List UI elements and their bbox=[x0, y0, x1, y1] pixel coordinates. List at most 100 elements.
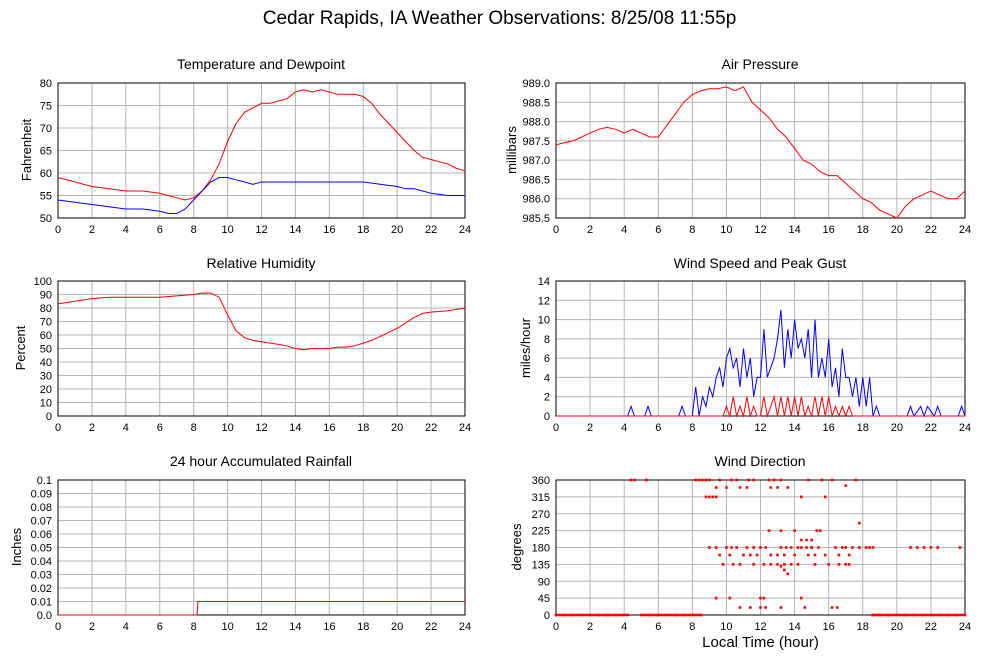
scatter-point bbox=[936, 546, 940, 549]
x-tick-label: 12 bbox=[754, 422, 766, 434]
y-tick-label: 50 bbox=[40, 213, 52, 225]
y-tick-label: 80 bbox=[40, 78, 52, 90]
x-tick-label: 4 bbox=[123, 224, 129, 236]
scatter-point bbox=[830, 478, 834, 482]
y-tick-label: 0.07 bbox=[31, 516, 52, 528]
scatter-point bbox=[645, 478, 648, 482]
x-tick-label: 20 bbox=[891, 422, 903, 434]
scatter-point bbox=[793, 553, 796, 557]
x-tick-label: 22 bbox=[425, 224, 437, 236]
scatter-point bbox=[779, 606, 783, 609]
y-tick-label: 6 bbox=[544, 353, 550, 365]
scatter-point bbox=[704, 495, 708, 499]
scatter-point bbox=[742, 553, 745, 557]
y-tick-label: 10 bbox=[538, 315, 550, 327]
ylabel-pressure: millibars bbox=[504, 126, 519, 174]
x-tick-label: 4 bbox=[621, 224, 627, 236]
scatter-point bbox=[813, 563, 817, 566]
y-tick-label: 135 bbox=[532, 559, 550, 571]
scatter-point bbox=[922, 546, 926, 549]
ylabel-rainfall: Inches bbox=[9, 527, 24, 566]
scatter-point bbox=[701, 478, 704, 482]
scatter-point bbox=[728, 596, 732, 600]
x-tick-label: 12 bbox=[255, 422, 267, 434]
scatter-point bbox=[805, 538, 808, 542]
x-tick-label: 24 bbox=[459, 422, 471, 434]
x-tick-label: 0 bbox=[553, 224, 559, 236]
scatter-point bbox=[721, 563, 725, 566]
scatter-point bbox=[803, 606, 807, 609]
y-tick-label: 14 bbox=[538, 276, 550, 288]
x-tick-label: 20 bbox=[391, 224, 403, 236]
scatter-point bbox=[759, 546, 762, 549]
scatter-point bbox=[783, 553, 786, 557]
scatter-point bbox=[783, 568, 786, 572]
x-tick-label: 14 bbox=[289, 621, 301, 633]
scatter-point bbox=[714, 546, 718, 549]
scatter-point bbox=[718, 478, 721, 482]
scatter-point bbox=[748, 606, 752, 609]
x-tick-label: 2 bbox=[587, 224, 593, 236]
scatter-point bbox=[851, 546, 854, 549]
x-tick-label: 2 bbox=[89, 422, 95, 434]
scatter-point bbox=[871, 546, 875, 549]
x-tick-label: 12 bbox=[255, 224, 267, 236]
y-tick-label: 8 bbox=[544, 334, 550, 346]
y-tick-label: 30 bbox=[40, 371, 52, 383]
scatter-point bbox=[827, 563, 830, 566]
series-line-wind-blue bbox=[556, 309, 966, 418]
scatter-point bbox=[745, 546, 749, 549]
y-tick-label: 270 bbox=[532, 509, 550, 521]
y-tick-label: 0.01 bbox=[31, 597, 52, 609]
scatter-point bbox=[718, 553, 721, 557]
scatter-point bbox=[738, 486, 742, 489]
x-tick-label: 6 bbox=[655, 422, 661, 434]
x-tick-label: 22 bbox=[425, 422, 437, 434]
page-title: Cedar Rapids, IA Weather Observations: 8… bbox=[262, 8, 737, 29]
scatter-point bbox=[858, 521, 861, 525]
x-tick-label: 16 bbox=[823, 422, 835, 434]
y-tick-label: 987.5 bbox=[522, 136, 550, 148]
scatter-point bbox=[813, 553, 817, 557]
y-tick-label: 0 bbox=[544, 411, 550, 423]
y-tick-label: 0.03 bbox=[31, 570, 52, 582]
y-tick-label: 0 bbox=[46, 411, 52, 423]
x-tick-label: 4 bbox=[621, 422, 627, 434]
y-tick-label: 60 bbox=[40, 168, 52, 180]
scatter-point bbox=[714, 596, 718, 600]
x-tick-label: 2 bbox=[587, 621, 593, 633]
x-tick-label: 18 bbox=[857, 224, 869, 236]
ylabel-humidity: Percent bbox=[13, 325, 28, 370]
scatter-point bbox=[728, 553, 732, 557]
scatter-point bbox=[789, 546, 793, 549]
y-tick-label: 55 bbox=[40, 191, 52, 203]
y-tick-label: 0.06 bbox=[31, 529, 52, 541]
scatter-point bbox=[844, 484, 848, 487]
x-tick-label: 2 bbox=[89, 621, 95, 633]
x-tick-label: 4 bbox=[621, 621, 627, 633]
chart-title-temperature: Temperature and Dewpoint bbox=[177, 56, 345, 72]
x-tick-label: 4 bbox=[123, 621, 129, 633]
x-tick-label: 24 bbox=[959, 224, 971, 236]
scatter-point bbox=[779, 478, 783, 482]
x-tick-label: 0 bbox=[553, 422, 559, 434]
y-tick-label: 986.5 bbox=[522, 174, 550, 186]
series-line-rain-red bbox=[58, 601, 465, 616]
x-tick-label: 10 bbox=[720, 621, 732, 633]
scatter-point bbox=[800, 596, 803, 600]
y-tick-label: 100 bbox=[34, 276, 52, 288]
scatter-point bbox=[767, 478, 771, 482]
scatter-point bbox=[759, 606, 762, 609]
x-tick-label: 10 bbox=[720, 422, 732, 434]
y-tick-label: 4 bbox=[544, 372, 550, 384]
plot-frame-dir bbox=[555, 479, 966, 616]
scatter-point bbox=[752, 546, 755, 549]
scatter-point bbox=[823, 495, 827, 499]
x-tick-label: 10 bbox=[221, 224, 233, 236]
y-tick-label: 0 bbox=[544, 610, 550, 622]
scatter-point bbox=[714, 486, 718, 489]
x-tick-label: 24 bbox=[959, 422, 971, 434]
scatter-point bbox=[725, 546, 728, 549]
x-tick-label: 22 bbox=[425, 621, 437, 633]
